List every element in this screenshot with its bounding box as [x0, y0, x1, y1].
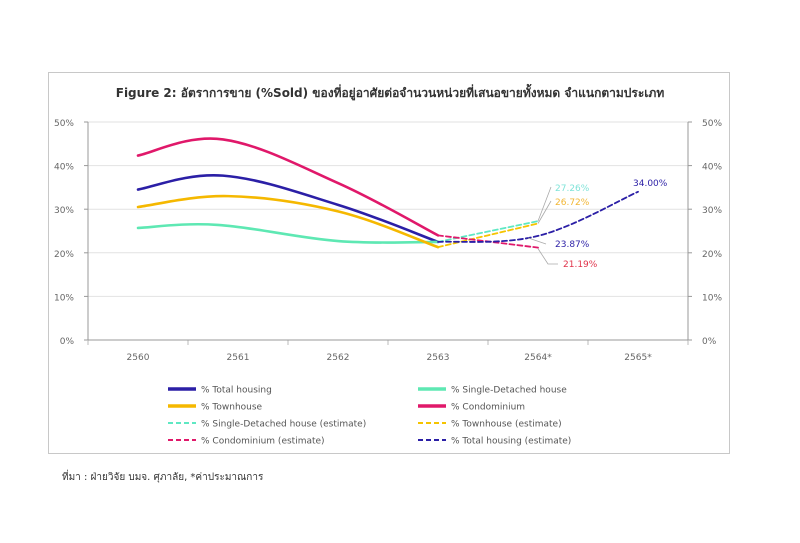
series-line-0 [136, 173, 440, 244]
chart-frame [48, 72, 730, 454]
annotation-label: 23.87% [555, 240, 590, 250]
legend-label-2: % Townhouse [201, 403, 263, 413]
legend-label-6: % Condominium (estimate) [201, 437, 325, 447]
series-line-2 [136, 194, 440, 249]
annotation-label: 34.00% [633, 179, 668, 189]
annotation-leader [537, 186, 552, 222]
x-tick-label: 2565* [624, 353, 652, 363]
x-tick-label: 2563 [427, 353, 450, 363]
series-line-5 [437, 222, 539, 249]
y-tick-label-left: 10% [54, 293, 74, 303]
y-tick-label-right: 0% [702, 337, 717, 347]
y-tick-label-left: 30% [54, 206, 74, 216]
y-tick-label-right: 50% [702, 119, 722, 129]
annotation-leader [537, 248, 558, 265]
legend-label-3: % Condominium [451, 403, 525, 413]
annotation-label: 21.19% [563, 260, 598, 270]
legend-label-4: % Single-Detached house (estimate) [201, 420, 366, 430]
x-tick-label: 2560 [127, 353, 150, 363]
legend-label-5: % Townhouse (estimate) [451, 420, 562, 430]
series-line-7 [437, 190, 639, 243]
y-tick-label-right: 20% [702, 250, 722, 260]
annotation-label: 27.26% [555, 184, 590, 194]
y-tick-label-left: 0% [60, 337, 75, 347]
y-tick-label-left: 50% [54, 119, 74, 129]
y-tick-label-right: 40% [702, 163, 722, 173]
annotation-leader [527, 237, 547, 245]
legend-label-7: % Total housing (estimate) [451, 437, 571, 447]
chart-title: Figure 2: อัตราการขาย (%Sold) ของที่อยู่… [116, 83, 665, 101]
y-tick-label-left: 40% [54, 163, 74, 173]
y-tick-label-right: 30% [702, 206, 722, 216]
x-tick-label: 2564* [524, 353, 552, 363]
annotation-leader [537, 200, 552, 224]
annotation-label: 26.72% [555, 198, 590, 208]
legend-label-1: % Single-Detached house [451, 386, 567, 396]
y-tick-label-right: 10% [702, 293, 722, 303]
legend-label-0: % Total housing [201, 386, 272, 396]
series-line-3 [136, 137, 440, 237]
y-tick-label-left: 20% [54, 250, 74, 260]
series-line-1 [136, 222, 440, 244]
x-tick-label: 2561 [227, 353, 250, 363]
series-line-4 [437, 220, 539, 243]
source-note: ที่มา : ฝ่ายวิจัย บมจ. ศุภาลัย, *ค่าประม… [62, 472, 264, 483]
x-tick-label: 2562 [327, 353, 350, 363]
